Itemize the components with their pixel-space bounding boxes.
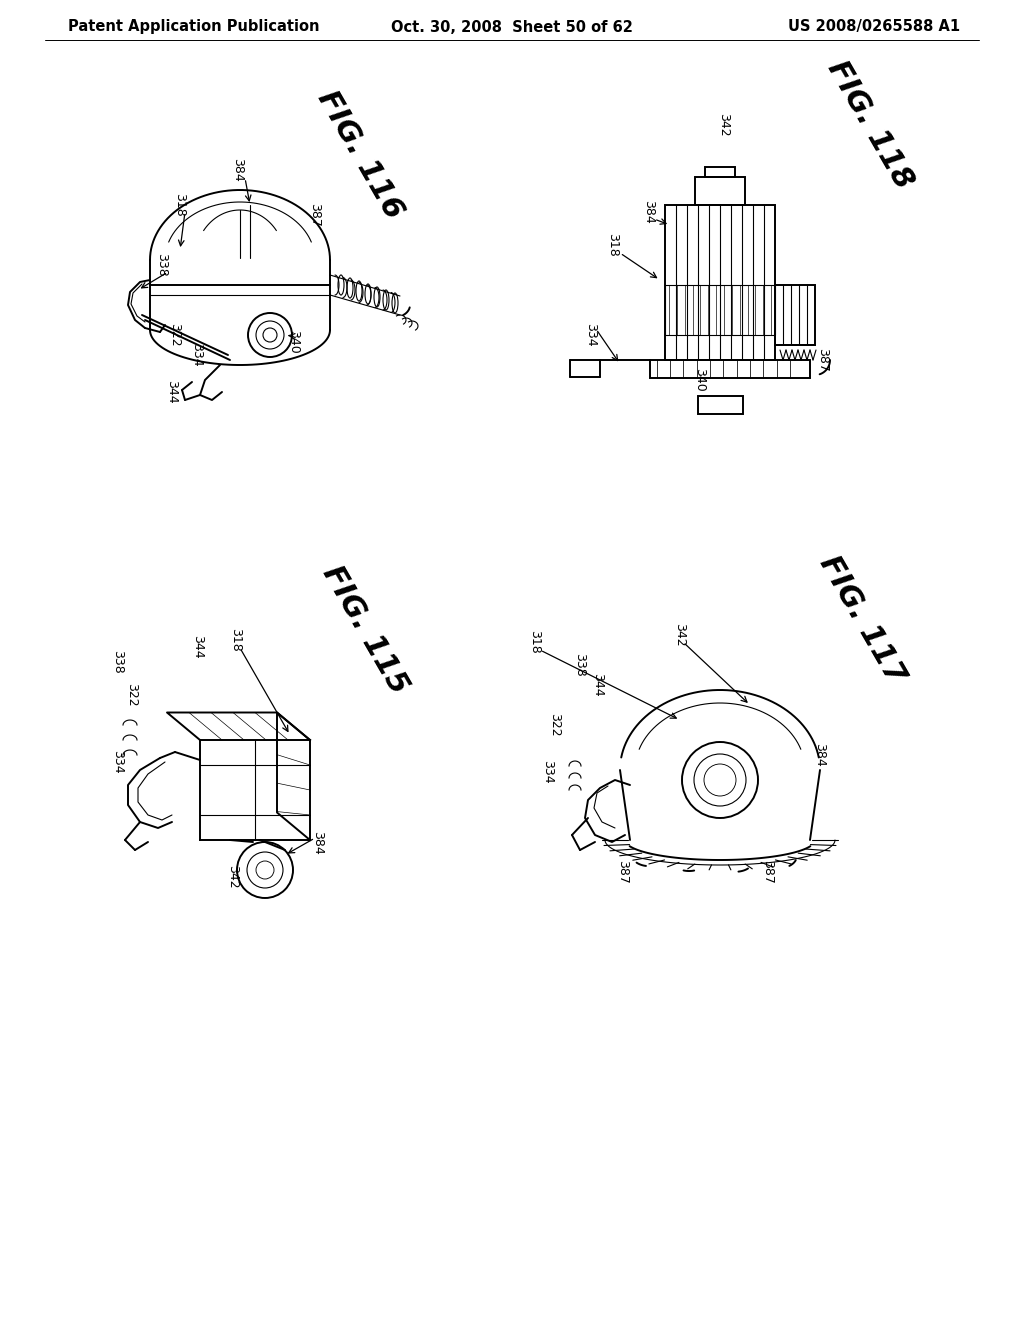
Text: 387: 387 (308, 203, 322, 227)
Text: FIG. 117: FIG. 117 (814, 550, 910, 689)
Text: FIG. 115: FIG. 115 (316, 561, 414, 700)
Bar (775, 285, 815, 345)
Text: FIG. 118: FIG. 118 (821, 55, 919, 194)
Bar (665, 285, 775, 335)
Text: 384: 384 (813, 743, 826, 767)
Bar (665, 205, 775, 360)
Text: 344: 344 (191, 635, 205, 659)
Bar (705, 168, 735, 177)
Text: Oct. 30, 2008  Sheet 50 of 62: Oct. 30, 2008 Sheet 50 of 62 (391, 20, 633, 34)
Bar (650, 360, 810, 378)
Text: 322: 322 (549, 713, 561, 737)
Text: 334: 334 (542, 760, 555, 784)
Text: 387: 387 (616, 861, 630, 884)
Text: US 2008/0265588 A1: US 2008/0265588 A1 (787, 20, 961, 34)
Text: 318: 318 (229, 628, 243, 652)
Text: 344: 344 (166, 380, 178, 404)
Text: 322: 322 (169, 323, 181, 347)
Text: 387: 387 (762, 861, 774, 884)
Text: 342: 342 (674, 623, 686, 647)
Text: 387: 387 (816, 348, 829, 372)
Text: 338: 338 (112, 651, 125, 675)
Text: 340: 340 (693, 368, 707, 392)
Text: 384: 384 (231, 158, 245, 182)
Text: Patent Application Publication: Patent Application Publication (68, 20, 319, 34)
Text: 384: 384 (311, 832, 325, 855)
Text: 322: 322 (126, 684, 138, 706)
Text: 384: 384 (642, 201, 655, 224)
Bar (698, 396, 743, 414)
Text: 340: 340 (288, 330, 300, 354)
Text: 318: 318 (528, 630, 542, 653)
Text: 334: 334 (585, 323, 597, 347)
Text: 318: 318 (173, 193, 186, 216)
Text: 342: 342 (718, 114, 730, 137)
Text: 344: 344 (592, 673, 604, 697)
Text: 334: 334 (112, 750, 125, 774)
Text: 334: 334 (190, 343, 204, 367)
Text: FIG. 116: FIG. 116 (311, 86, 409, 224)
Text: 342: 342 (226, 865, 240, 888)
Text: 318: 318 (606, 234, 620, 257)
Text: 338: 338 (573, 653, 587, 677)
Text: 338: 338 (156, 253, 169, 277)
Bar (695, 177, 745, 205)
